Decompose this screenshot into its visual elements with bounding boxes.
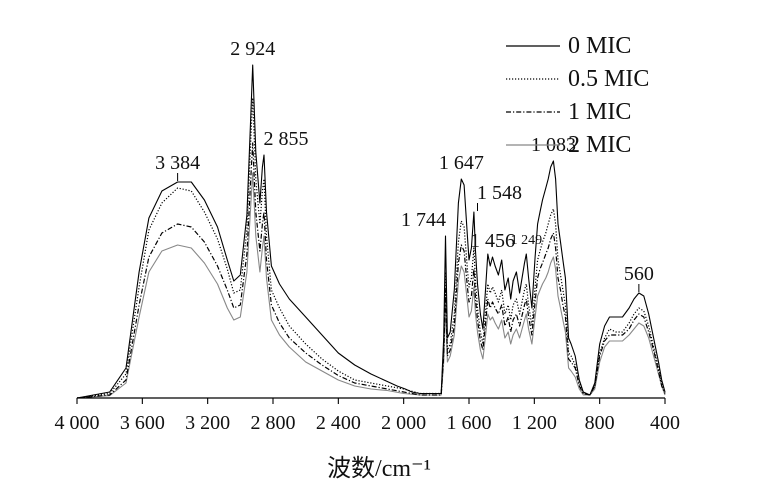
series-line-2-mic [76, 172, 666, 399]
peak-label-1456: 1 456 [470, 230, 515, 252]
peak-label-1249: 1 249 [511, 233, 543, 248]
peak-label-3384: 3 384 [155, 152, 200, 174]
x-tick-label: 2 800 [251, 412, 296, 434]
peak-label-1647: 1 647 [439, 152, 484, 174]
x-tick-label: 2 400 [316, 412, 361, 434]
x-axis-ticks: 4 000 3 600 3 200 2 800 2 400 2 000 1 600 1 200… [55, 398, 680, 434]
x-tick-label: 400 [650, 412, 680, 434]
legend-label-0-5-mic: 0.5 MIC [568, 66, 649, 92]
series-line-1-mic [76, 142, 666, 399]
legend: 0 MIC 0.5 MIC 1 MIC 2 MIC [506, 33, 649, 158]
x-tick-label: 3 200 [185, 412, 230, 434]
peak-label-2855: 2 855 [264, 128, 309, 150]
x-tick-label: 4 000 [55, 412, 100, 434]
x-tick-label: 800 [585, 412, 615, 434]
peak-label-1744: 1 744 [401, 209, 446, 231]
series-line-0-mic [76, 64, 666, 399]
x-tick-label: 2 000 [381, 412, 426, 434]
peak-label-1548: 1 548 [477, 182, 522, 204]
plot-lines [76, 64, 666, 399]
legend-label-2-mic: 2 MIC [568, 132, 631, 158]
peak-label-560: 560 [624, 263, 654, 285]
legend-label-1-mic: 1 MIC [568, 99, 631, 125]
x-tick-label: 1 600 [447, 412, 492, 434]
x-axis-title: 波数/cm⁻¹ [327, 455, 431, 482]
legend-label-0-mic: 0 MIC [568, 33, 631, 59]
peak-label-2924: 2 924 [230, 38, 275, 60]
x-tick-label: 3 600 [120, 412, 165, 434]
x-tick-label: 1 200 [512, 412, 557, 434]
